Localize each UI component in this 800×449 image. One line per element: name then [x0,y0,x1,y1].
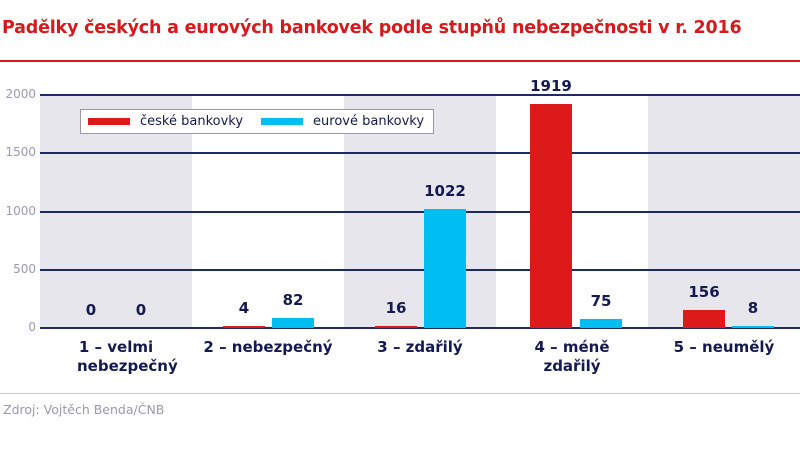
bar-cz-4 [530,104,572,328]
x-category-label-3: 3 – zdařilý [377,338,463,356]
x-category-label-2: 2 – nebezpečný [203,338,333,356]
gridline-2000 [40,94,800,96]
gridline-1000 [40,210,800,213]
y-tick-label: 0 [28,320,36,334]
value-label: 156 [688,282,720,301]
value-label: 82 [282,291,304,310]
y-tick-label: 500 [13,261,36,276]
chart-title: Padělky českých a eurových bankovek podl… [2,18,742,38]
bar-eu-5 [732,326,774,328]
legend-label-cz: české bankovky [140,114,244,129]
y-tick-label: 2000 [5,87,36,101]
legend-swatch-eu [261,118,304,125]
y-tick-label: 1500 [5,145,36,160]
value-label: 16 [385,299,407,317]
value-label: 1919 [530,77,572,96]
bar-cz-5 [683,309,725,328]
value-label: 1022 [424,181,466,200]
value-label: 75 [590,292,612,311]
y-tick-label: 1000 [5,203,36,218]
x-category-label-4: 4 – méně zdařilý [534,338,610,375]
value-label: 4 [238,299,250,317]
footer-divider [0,393,800,394]
gridline-500 [40,268,800,271]
value-label: 8 [747,299,759,317]
source-note: Zdroj: Vojtěch Benda/ČNB [3,402,165,417]
bar-eu-4 [580,319,622,328]
legend-swatch-cz [88,118,130,125]
bar-cz-3 [375,326,417,328]
gridline-0 [40,327,800,329]
bar-cz-2 [223,326,265,328]
x-category-label-5: 5 – neumělý [673,338,775,356]
value-label: 0 [135,301,147,319]
bar-eu-3 [424,208,466,328]
gridline-1500 [40,152,800,155]
legend-label-eu: eurové bankovky [313,114,425,129]
legend: české bankovky eurové bankovky [80,109,434,134]
bar-eu-2 [272,318,314,328]
value-label: 0 [85,301,97,319]
title-divider [0,60,800,62]
x-category-label-1: 1 – velmi nebezpečný [77,338,178,375]
